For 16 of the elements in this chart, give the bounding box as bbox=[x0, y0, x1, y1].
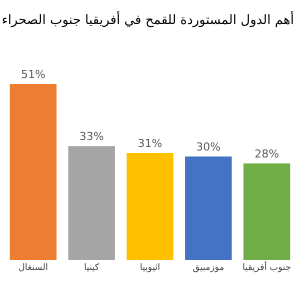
bar bbox=[10, 84, 57, 260]
bar bbox=[185, 156, 232, 260]
bar bbox=[126, 153, 174, 260]
x-tick-label: السنغال bbox=[18, 263, 48, 273]
data-label: 28% bbox=[254, 147, 280, 160]
data-label: 30% bbox=[196, 140, 221, 154]
x-tick-label: اثيوبيا bbox=[140, 263, 160, 273]
x-tick-label: موزمبيق bbox=[192, 263, 224, 273]
data-label: 33% bbox=[79, 130, 104, 144]
chart-title: أهم الدول المستوردة للقمح في أفريقيا جنوب الصحراء bbox=[2, 11, 294, 28]
x-tick-label: جنوب أفريقيا bbox=[242, 261, 292, 273]
bar bbox=[68, 146, 115, 260]
data-label: 51% bbox=[20, 68, 46, 81]
data-label: 31% bbox=[138, 137, 162, 150]
x-tick-label: كينيا bbox=[84, 263, 100, 273]
bar bbox=[243, 163, 290, 260]
